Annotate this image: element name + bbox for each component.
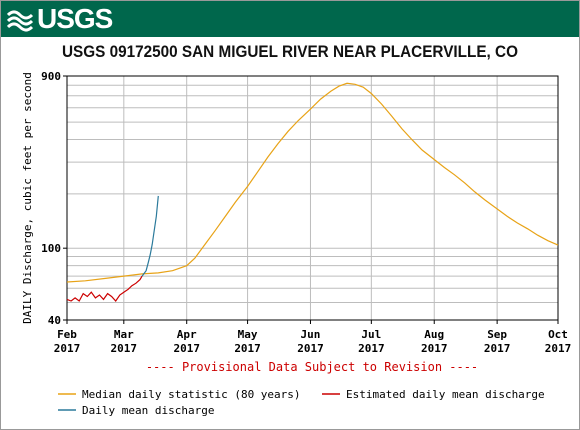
x-tick-label-month: Feb (57, 328, 77, 341)
x-tick-label-month: Mar (114, 328, 134, 341)
x-tick-label-month: Apr (177, 328, 197, 341)
legend-label-2: Daily mean discharge (82, 404, 214, 417)
x-tick-label-year: 2017 (111, 342, 138, 355)
legend-label-0: Median daily statistic (80 years) (82, 388, 301, 401)
chart-legend: Median daily statistic (80 years) Estimat… (58, 388, 545, 417)
y-tick-label: 40 (48, 314, 61, 327)
provisional-notice: ---- Provisional Data Subject to Revisio… (146, 360, 478, 374)
x-tick-label-month: Jun (301, 328, 321, 341)
usgs-logo-text: USGS (37, 3, 113, 34)
series-line-0 (66, 82, 559, 283)
plot-area (66, 75, 559, 321)
x-tick-label-year: 2017 (54, 342, 81, 355)
x-tick-label-month: Sep (487, 328, 507, 341)
x-tick-label-year: 2017 (358, 342, 385, 355)
x-tick-label-month: Jul (361, 328, 381, 341)
series-layer (66, 82, 559, 302)
x-tick-label-month: Oct (548, 328, 568, 341)
x-tick-label-year: 2017 (234, 342, 261, 355)
series-line-2 (141, 195, 159, 277)
usgs-wave-icon (7, 6, 33, 32)
usgs-banner: USGS (1, 1, 579, 37)
x-tick-label-year: 2017 (421, 342, 448, 355)
x-tick-label-year: 2017 (484, 342, 511, 355)
legend-label-1: Estimated daily mean discharge (346, 388, 545, 401)
x-tick-label-year: 2017 (173, 342, 200, 355)
y-tick-label: 900 (41, 70, 61, 83)
x-tick-label-month: May (238, 328, 258, 341)
x-tick-label-year: 2017 (545, 342, 572, 355)
usgs-logo[interactable]: USGS (7, 3, 113, 34)
series-line-1 (66, 275, 143, 302)
y-tick-label: 100 (41, 242, 61, 255)
x-tick-label-month: Aug (424, 328, 444, 341)
chart-grid (67, 76, 558, 320)
y-axis-label: DAILY Discharge, cubic feet per second (21, 72, 34, 324)
x-tick-label-year: 2017 (297, 342, 324, 355)
axis-layer: 40100900Feb2017Mar2017Apr2017May2017Jun2… (41, 70, 571, 355)
chart-title: USGS 09172500 SAN MIGUEL RIVER NEAR PLAC… (61, 42, 518, 61)
